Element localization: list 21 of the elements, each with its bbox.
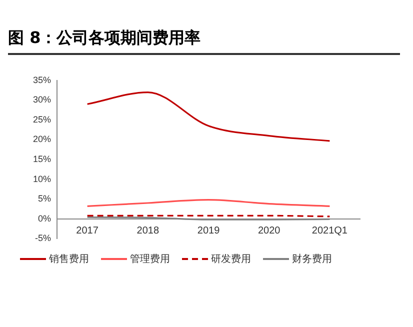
legend-label: 研发费用 — [211, 252, 251, 266]
x-tick-label: 2020 — [258, 226, 281, 237]
legend-label: 销售费用 — [49, 252, 89, 266]
y-tick-label: 20% — [33, 134, 52, 144]
legend-label: 管理费用 — [130, 252, 170, 266]
y-tick-label: -5% — [35, 233, 52, 244]
x-tick-label: 2018 — [136, 226, 160, 237]
x-tick-label: 2019 — [197, 226, 220, 237]
y-tick-label: 0% — [38, 213, 52, 224]
y-tick-label: 25% — [33, 114, 52, 124]
y-tick-label: 5% — [38, 194, 52, 204]
line-series — [86, 91, 330, 142]
legend-label: 财务费用 — [292, 252, 332, 266]
chart-title: 图 8：公司各项期间费用率 — [8, 28, 400, 55]
line-series — [86, 199, 330, 207]
y-tick-label: 10% — [33, 174, 52, 184]
y-tick-label: 30% — [33, 94, 52, 105]
y-tick-label: 35% — [33, 74, 52, 85]
x-tick-label: 2017 — [76, 226, 99, 237]
y-tick-label: 15% — [33, 154, 52, 164]
x-tick-label: 2021Q1 — [312, 226, 348, 237]
